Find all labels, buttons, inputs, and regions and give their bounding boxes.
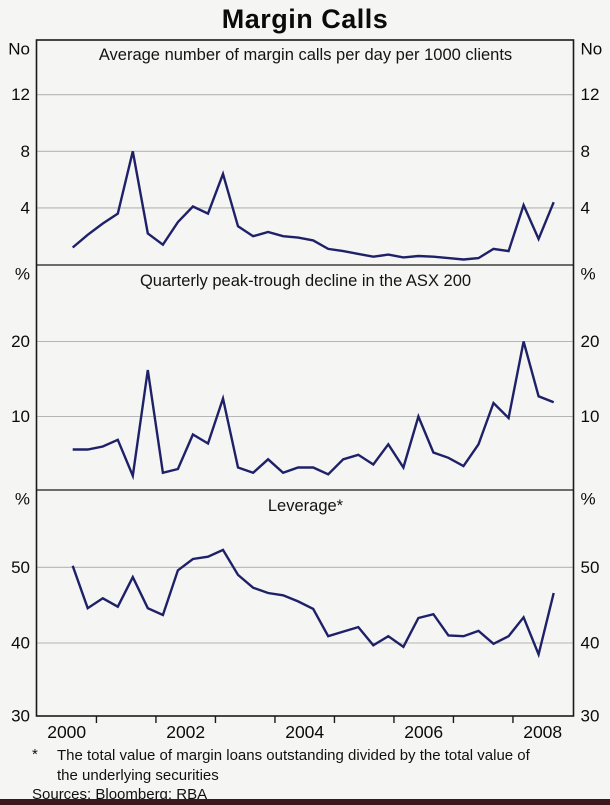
x-tick-label: 2002 bbox=[166, 722, 205, 742]
y-tick-label-left: 50 bbox=[11, 558, 30, 577]
panel1-title: Average number of margin calls per day p… bbox=[98, 46, 513, 64]
plot-border bbox=[35, 39, 575, 717]
panel3-title: Leverage* bbox=[267, 497, 344, 515]
y-tick-label-right: 12 bbox=[581, 85, 600, 104]
y-tick-label-left: 30 bbox=[11, 707, 30, 726]
three-panel-line-chart: No No 12 12 8 8 4 4% % 20 20 10 10% % 50 50 40 40 30 30 2000… bbox=[8, 39, 603, 742]
y-tick-label-right: 4 bbox=[581, 198, 590, 217]
y-axis-unit-label-left: % bbox=[15, 490, 30, 509]
line-series-panel-2 bbox=[72, 341, 555, 481]
y-tick-label-left: 20 bbox=[11, 332, 30, 351]
x-tick-label: 2000 bbox=[47, 722, 86, 742]
y-axis-unit-label-right: % bbox=[581, 265, 596, 284]
y-axis-unit-label-left: No bbox=[8, 40, 30, 59]
y-tick-label-right: 40 bbox=[581, 634, 600, 653]
footnote-marker: * bbox=[32, 746, 38, 763]
chart-title: Margin Calls bbox=[221, 4, 389, 34]
x-tick-label: 2004 bbox=[285, 722, 324, 742]
y-axis-unit-label-right: No bbox=[581, 40, 603, 59]
footnote-sources: Sources: Bloomberg; RBA bbox=[32, 786, 208, 803]
line-series-panel-3 bbox=[71, 548, 555, 659]
y-axis-unit-label-left: % bbox=[15, 265, 30, 284]
y-tick-label-right: 8 bbox=[581, 142, 590, 161]
panel2-title: Quarterly peak-trough decline in the ASX… bbox=[139, 272, 472, 290]
y-tick-label-left: 12 bbox=[11, 85, 30, 104]
x-tick-label: 2008 bbox=[523, 722, 562, 742]
y-tick-label-right: 30 bbox=[581, 707, 600, 726]
x-tick-label: 2006 bbox=[404, 722, 443, 742]
y-tick-label-right: 10 bbox=[581, 407, 600, 426]
y-tick-label-left: 4 bbox=[21, 198, 30, 217]
y-axis-unit-label-right: % bbox=[581, 490, 596, 509]
footnote-text: The total value of margin loans outstand… bbox=[57, 747, 530, 784]
line-series-panel-1 bbox=[71, 151, 555, 261]
y-tick-label-left: 8 bbox=[21, 142, 30, 161]
y-tick-label-right: 50 bbox=[581, 558, 600, 577]
y-tick-label-left: 40 bbox=[11, 634, 30, 653]
y-tick-label-right: 20 bbox=[581, 332, 600, 351]
y-tick-label-left: 10 bbox=[11, 407, 30, 426]
bottom-border-bar bbox=[0, 799, 610, 805]
